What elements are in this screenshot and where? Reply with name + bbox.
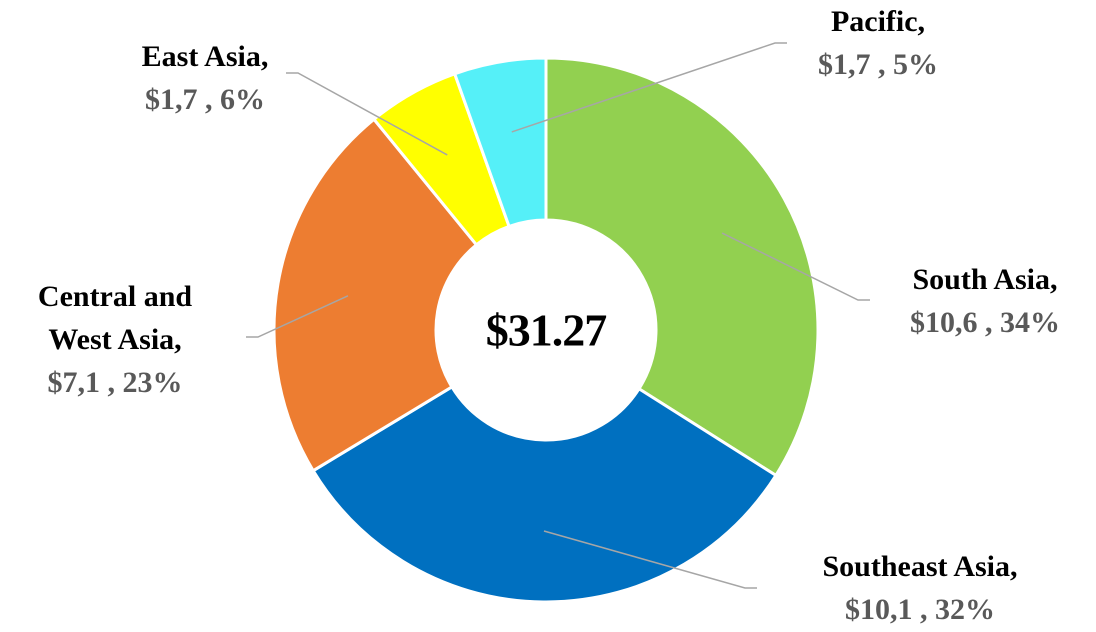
leader-line (246, 295, 349, 338)
donut-slice (311, 384, 778, 604)
value-label: $1,7 , 5% (818, 48, 938, 81)
category-label: Central and West Asia, (37, 280, 193, 356)
leader-line (511, 42, 787, 133)
donut-slice (452, 56, 548, 229)
data-label: Southeast Asia, $10,1 , 32% (770, 545, 1070, 631)
category-label: South Asia, (912, 263, 1058, 296)
data-label: Pacific, $1,7 , 5% (768, 0, 988, 86)
category-label: Southeast Asia, (822, 550, 1018, 583)
value-label: $7,1 , 23% (47, 366, 183, 399)
value-label: $10,1 , 32% (845, 593, 995, 626)
donut-slice (272, 117, 479, 473)
data-label: East Asia, $1,7 , 6% (95, 35, 315, 121)
data-label: Central and West Asia, $7,1 , 23% (5, 275, 225, 404)
leader-line (286, 72, 448, 156)
center-label: $31.27 (485, 304, 607, 356)
value-label: $1,7 , 6% (145, 83, 265, 116)
category-label: Pacific, (830, 5, 926, 38)
category-label: East Asia, (141, 40, 269, 73)
data-label: South Asia, $10,6 , 34% (855, 258, 1096, 344)
leader-line (721, 232, 870, 301)
donut-slice (544, 56, 820, 478)
leader-line (543, 530, 757, 589)
value-label: $10,6 , 34% (910, 306, 1060, 339)
